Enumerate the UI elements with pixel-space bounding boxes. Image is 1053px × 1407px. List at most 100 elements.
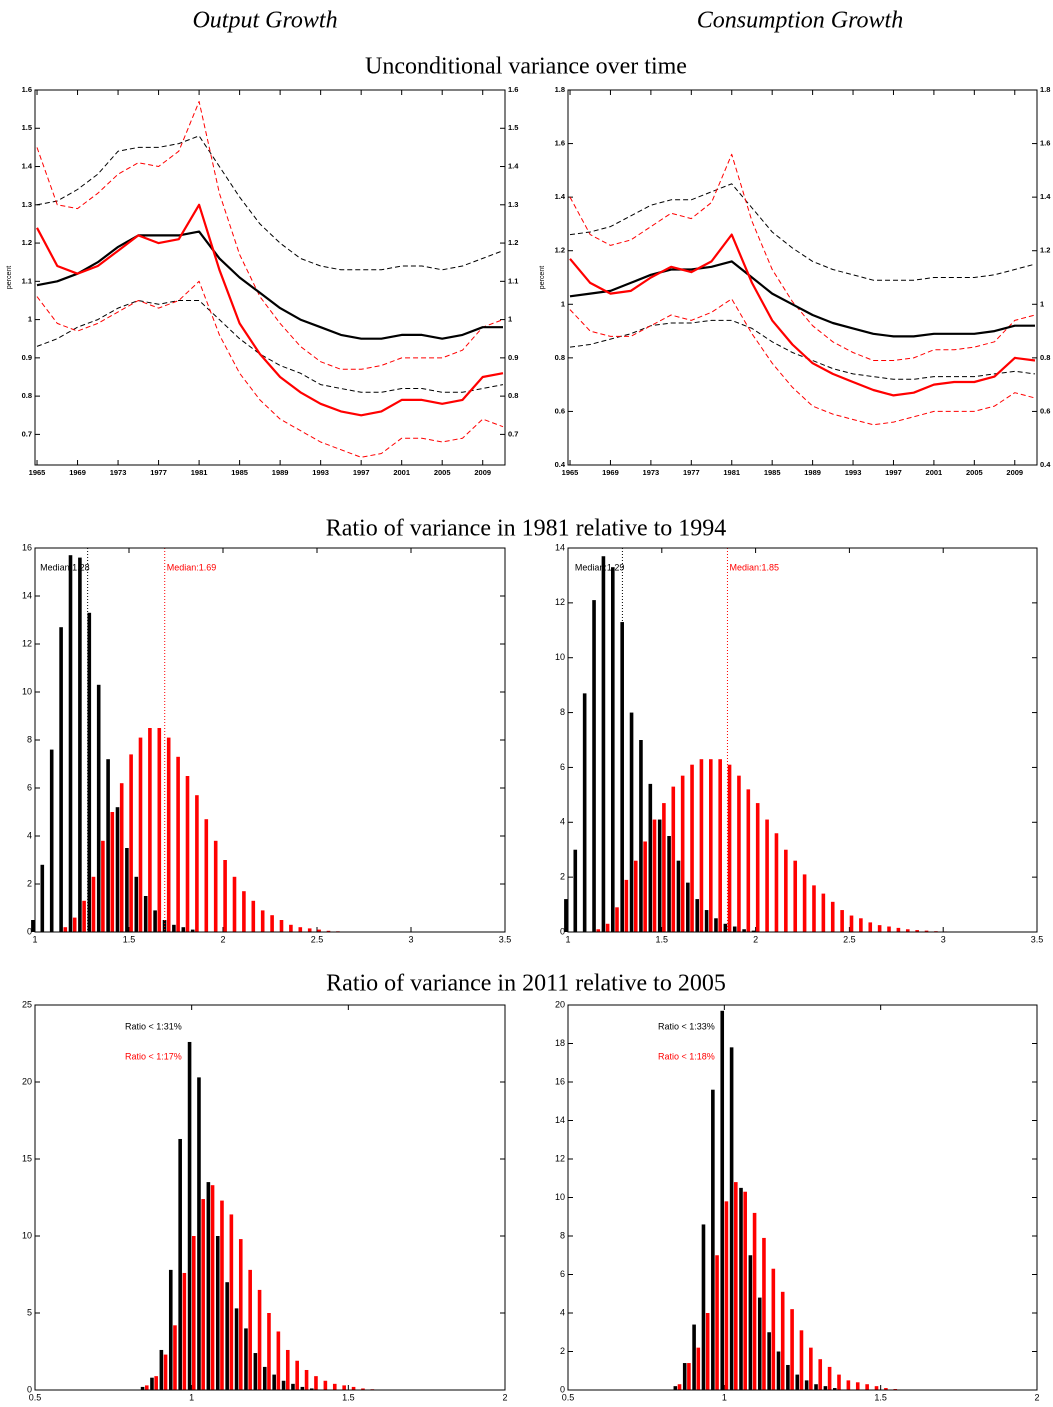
bar	[615, 907, 619, 932]
x-tick-label: 1965	[562, 468, 579, 477]
series-line	[36, 280, 504, 458]
series-line	[36, 300, 504, 393]
bar	[154, 1376, 158, 1390]
bar	[729, 1047, 734, 1390]
bar	[251, 900, 256, 932]
bar	[153, 910, 157, 932]
x-tick-label: 1981	[723, 468, 740, 477]
x-tick-label: 1969	[602, 468, 619, 477]
median-label: Median:1.29	[575, 562, 625, 572]
y-tick-label: 0	[560, 926, 565, 936]
bar	[742, 929, 746, 932]
annotation: Ratio < 1:33%	[658, 1021, 715, 1031]
y-tick-label: 1.2	[22, 238, 32, 247]
bar	[195, 795, 199, 932]
bar	[884, 1388, 888, 1390]
x-tick-label: 1	[722, 1392, 727, 1402]
x-tick-label: 1993	[845, 468, 862, 477]
y-axis-label: percent	[539, 266, 546, 289]
bar	[624, 879, 629, 932]
bar	[110, 812, 115, 932]
x-tick-label: 1	[32, 934, 37, 944]
y-tick-label: 4	[27, 830, 32, 840]
bar	[59, 627, 63, 932]
y-tick-label: 0.7	[22, 429, 32, 438]
bar	[720, 1010, 725, 1390]
x-tick-label: 1965	[29, 468, 46, 477]
y-tick-label: 1.6	[22, 85, 32, 94]
bar	[106, 759, 110, 932]
bar	[673, 1386, 678, 1390]
bar	[191, 1236, 196, 1390]
bar	[157, 728, 162, 932]
bar	[197, 1077, 201, 1390]
y-tick-label: 10	[555, 652, 565, 662]
bar	[671, 786, 676, 932]
series-line	[569, 260, 1035, 338]
plot-area	[568, 548, 1037, 932]
x-tick-label: 1969	[69, 468, 86, 477]
bar	[291, 1383, 295, 1390]
bar	[874, 1386, 879, 1390]
bar	[677, 1384, 682, 1390]
y-tick-label: 0.8	[22, 391, 32, 400]
x-tick-label: 3	[941, 934, 946, 944]
bar	[596, 929, 601, 932]
bar	[220, 1200, 224, 1390]
x-tick-label: 2.5	[311, 934, 324, 944]
bar	[776, 1351, 781, 1390]
x-tick-label: 3	[408, 934, 413, 944]
x-tick-label: 2	[502, 1392, 507, 1402]
bar	[564, 899, 568, 932]
bar	[877, 925, 882, 932]
bar	[172, 924, 176, 932]
median-label: Median:1.69	[167, 562, 217, 572]
bar	[281, 1380, 286, 1390]
bar	[361, 1388, 365, 1390]
bar	[690, 764, 694, 932]
bar	[178, 1138, 182, 1390]
axes-frame	[567, 1004, 1038, 1391]
column-title: Consumption Growth	[697, 8, 903, 34]
bar	[190, 929, 195, 932]
bar	[611, 567, 615, 932]
bar	[260, 910, 265, 932]
y-tick-label: 1.1	[22, 276, 32, 285]
x-tick-label: 0.5	[562, 1392, 575, 1402]
bar	[755, 803, 760, 932]
axes-frame	[34, 89, 506, 466]
x-tick-label: 1.5	[874, 1392, 887, 1402]
bar	[592, 600, 596, 932]
y-tick-label: 1.5	[508, 123, 518, 132]
bar	[144, 1385, 149, 1390]
y-tick-label: 10	[22, 686, 32, 696]
bar	[743, 1191, 747, 1390]
bar	[727, 764, 732, 932]
bar	[859, 918, 863, 932]
section-title: Unconditional variance over time	[365, 54, 687, 80]
bar	[795, 1374, 800, 1390]
y-tick-label: 1.8	[555, 85, 565, 94]
annotation: Ratio < 1:17%	[125, 1051, 182, 1061]
y-tick-label: 12	[555, 597, 565, 607]
y-tick-label: 1	[561, 299, 565, 308]
y-tick-label: 16	[555, 1076, 565, 1086]
y-tick-label: 16	[22, 542, 32, 552]
y-tick-label: 1.6	[1040, 139, 1050, 148]
bar	[757, 1297, 762, 1390]
y-tick-label: 14	[22, 590, 32, 600]
bar	[78, 557, 82, 932]
bar	[724, 1201, 729, 1390]
y-tick-label: 0.7	[508, 429, 518, 438]
bar	[704, 910, 709, 932]
bar	[289, 924, 293, 932]
series-line	[36, 101, 504, 370]
y-tick-label: 8	[560, 1230, 565, 1240]
bar	[68, 555, 73, 932]
y-tick-label: 0.4	[1040, 460, 1051, 469]
y-tick-label: 1.3	[508, 200, 518, 209]
bar	[804, 1380, 809, 1390]
y-tick-label: 10	[22, 1230, 32, 1240]
bar	[620, 622, 624, 932]
x-tick-label: 1989	[804, 468, 821, 477]
